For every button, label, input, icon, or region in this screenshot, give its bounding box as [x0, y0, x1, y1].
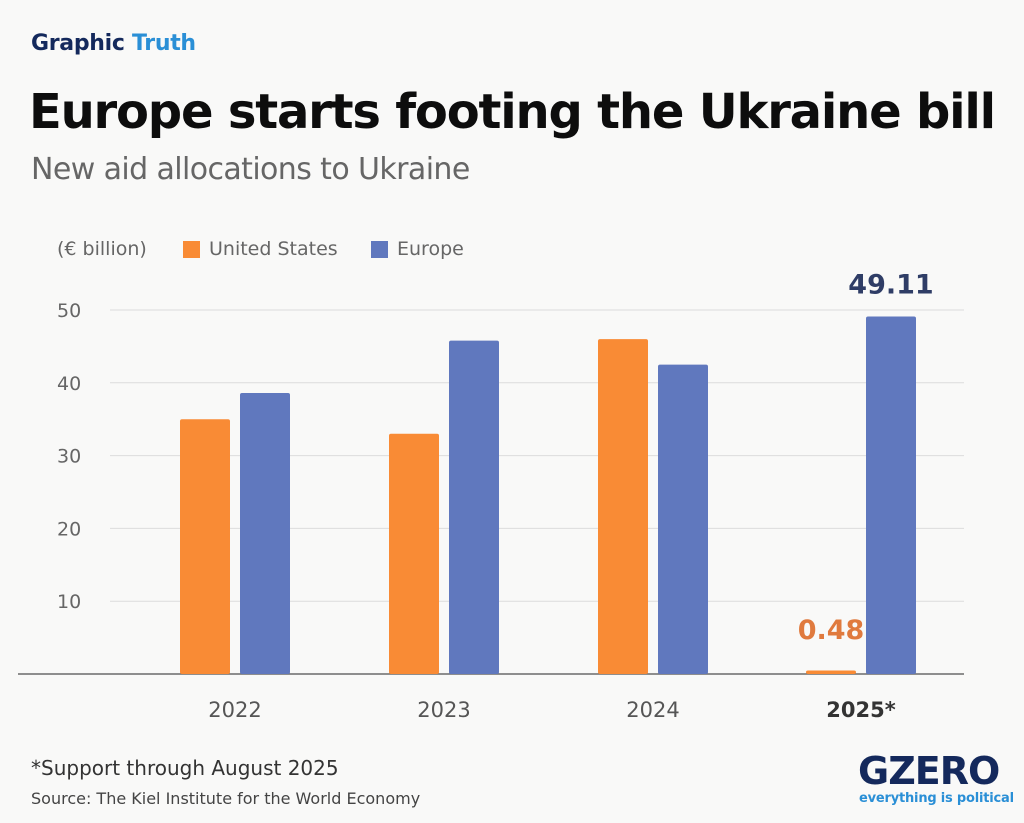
y-tick-label-20: 20 — [57, 518, 81, 540]
bar-us-2023 — [389, 433, 439, 674]
legend-swatch-europe — [371, 240, 388, 258]
legend-label-europe: Europe — [397, 238, 464, 260]
data-label-europe-2025: 49.11 — [848, 269, 933, 300]
bar-europe-2022 — [240, 392, 290, 674]
unit-label: (€ billion) — [57, 238, 147, 260]
brand-word-graphic: Graphic — [31, 31, 125, 56]
x-tick-label-2025: 2025* — [826, 698, 895, 722]
bar-us-2024 — [598, 339, 648, 674]
brand-word-truth: Truth — [132, 31, 196, 56]
chart-title: Europe starts footing the Ukraine bill — [29, 84, 996, 140]
x-tick-label-2023: 2023 — [417, 698, 470, 722]
bar-europe-2023 — [449, 340, 499, 674]
source-note: Source: The Kiel Institute for the World… — [31, 789, 421, 808]
y-tick-label-50: 50 — [57, 300, 81, 322]
gzero-logo: GZERO — [858, 749, 1000, 793]
bar-us-2025 — [806, 670, 856, 674]
bar-europe-2024 — [658, 364, 708, 674]
brand-label: Graphic Truth — [31, 31, 196, 56]
y-tick-label-30: 30 — [57, 446, 81, 468]
legend-label-us: United States — [209, 238, 338, 260]
legend-item-us: United States — [183, 238, 338, 260]
bar-europe-2025 — [866, 316, 916, 674]
bar-us-2022 — [180, 419, 230, 674]
footnote: *Support through August 2025 — [31, 756, 339, 780]
legend-swatch-us — [183, 240, 200, 258]
x-tick-label-2022: 2022 — [208, 698, 261, 722]
data-label-us-2025: 0.48 — [798, 615, 865, 646]
chart-subtitle: New aid allocations to Ukraine — [31, 152, 470, 187]
x-tick-label-2024: 2024 — [626, 698, 679, 722]
legend-item-europe: Europe — [371, 238, 464, 260]
gzero-tagline: everything is political — [859, 791, 1014, 806]
y-tick-label-40: 40 — [57, 373, 81, 395]
y-tick-label-10: 10 — [57, 591, 81, 613]
